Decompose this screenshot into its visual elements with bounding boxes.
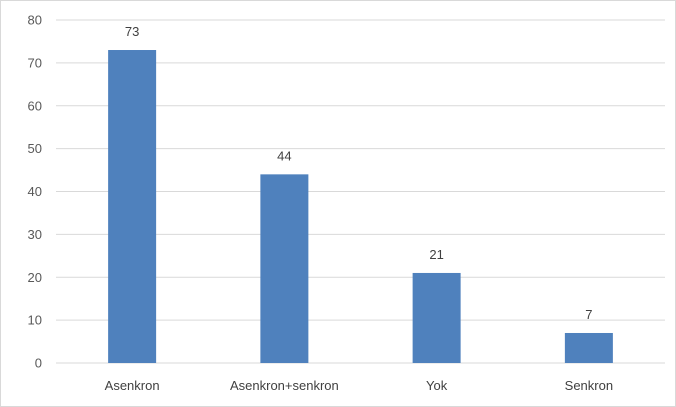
x-category-label: Asenkron+senkron [230, 378, 339, 393]
y-tick-label: 0 [35, 356, 42, 371]
x-category-label: Senkron [565, 378, 613, 393]
data-label: 7 [585, 307, 592, 322]
y-tick-label: 60 [28, 98, 42, 113]
x-category-label: Yok [426, 378, 448, 393]
x-category-label: Asenkron [105, 378, 160, 393]
bar [108, 50, 157, 363]
y-tick-label: 70 [28, 55, 42, 70]
y-tick-label: 40 [28, 184, 42, 199]
y-tick-label: 50 [28, 141, 42, 156]
data-label: 73 [125, 24, 139, 39]
bar [260, 174, 309, 363]
y-tick-label: 20 [28, 270, 42, 285]
data-label: 44 [277, 148, 291, 163]
y-tick-label: 10 [28, 313, 42, 328]
bar [412, 272, 461, 363]
bar [564, 332, 613, 363]
y-tick-label: 80 [28, 13, 42, 28]
data-label: 21 [429, 247, 443, 262]
y-tick-label: 30 [28, 227, 42, 242]
